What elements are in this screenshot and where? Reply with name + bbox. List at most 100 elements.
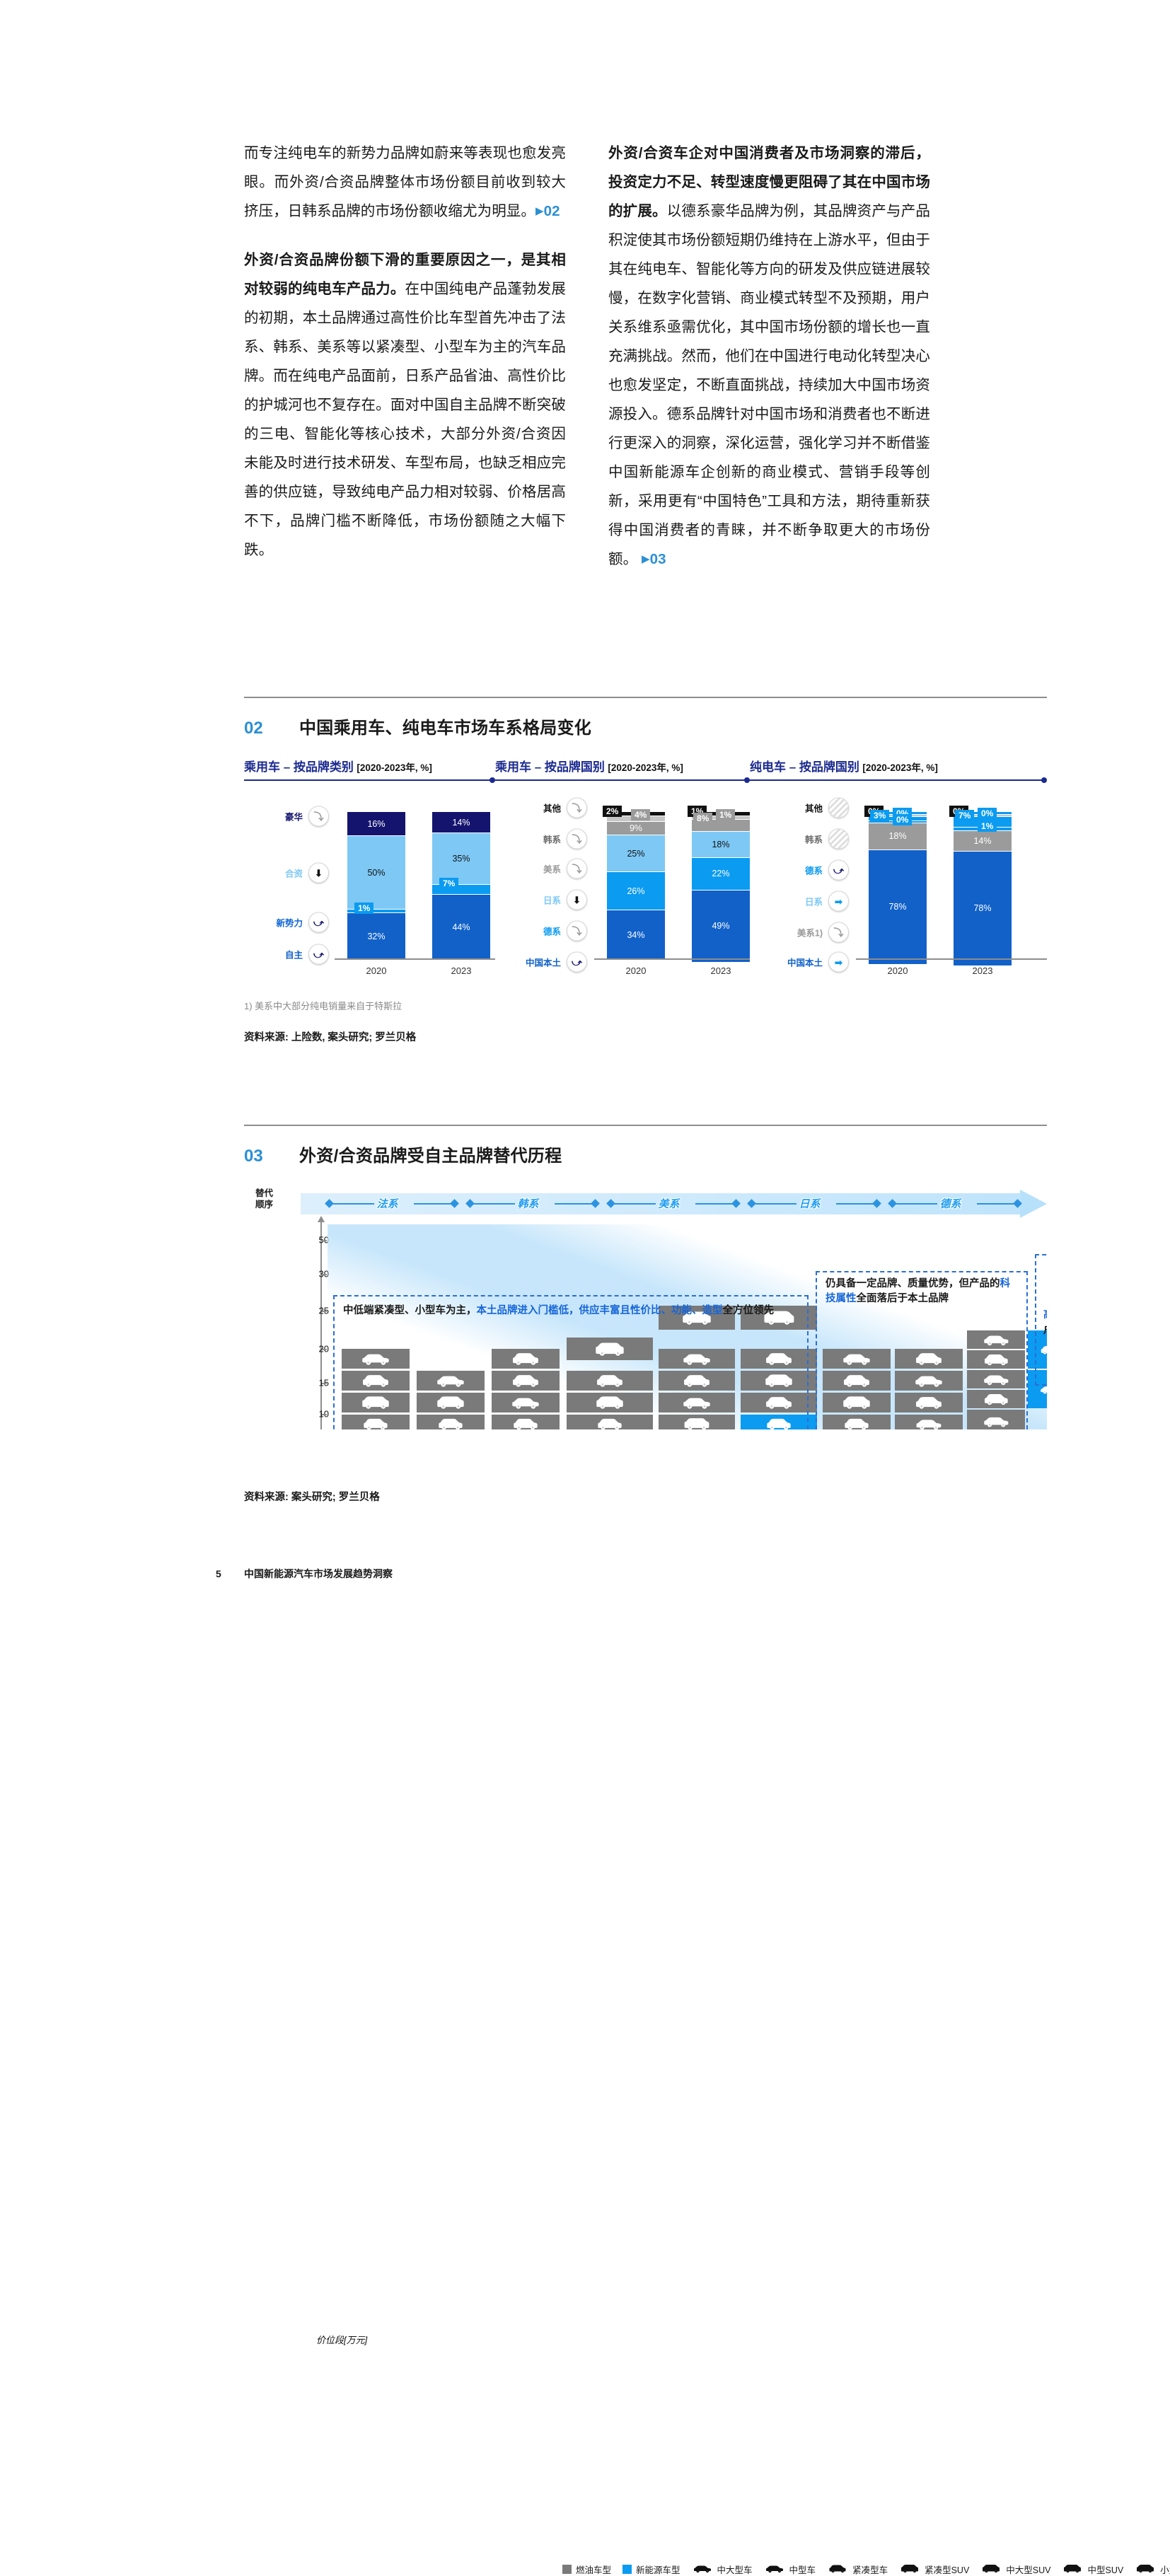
- legend-item-korean: 韩系 ⤵: [543, 828, 587, 849]
- exhibit-02-footnote: 1) 美系中大部分纯电销量来自于特斯拉: [244, 1001, 402, 1011]
- exhibit-02-rule: [244, 697, 1047, 698]
- legend-item-american: 美系 ⤵: [543, 858, 587, 879]
- suv-mid-icon: [1062, 2563, 1083, 2576]
- sequence-axis-label-line2: 顺序: [255, 1200, 274, 1209]
- legend-entry-label: 新能源车型: [636, 2565, 680, 2575]
- car-tile-ice: [823, 1393, 891, 1412]
- legend-label-other: 其他: [804, 803, 823, 814]
- y-tick-mark: [322, 1274, 327, 1275]
- page-number: 5: [216, 1568, 221, 1579]
- bar-segment-callout: 1%: [354, 903, 374, 914]
- paragraph-intro-text: 而专注纯电车的新势力品牌如蔚来等表现也愈发亮眼。而外资/合资品牌整体市场份额目前…: [244, 145, 566, 219]
- sequence-stage-1: 韩系: [517, 1198, 539, 1210]
- car-tile-ice: [741, 1393, 817, 1412]
- bar-segment-callout: 0%: [978, 808, 997, 819]
- sequence-stage-3: 日系: [799, 1198, 821, 1210]
- article-columns: 而专注纯电车的新势力品牌如蔚来等表现也愈发亮眼。而外资/合资品牌整体市场份额目前…: [244, 139, 934, 593]
- panel-1-underline: [244, 777, 495, 784]
- legend-label-domestic: 自主: [284, 950, 303, 961]
- panel-2-subtitle: [2020-2023年, %]: [608, 762, 683, 773]
- bar-segment-callout: 2%: [603, 806, 622, 817]
- bar-segment: 34%: [607, 910, 665, 960]
- arrow-down-right-icon: ⤵: [308, 806, 329, 827]
- panel-3-chart: 其他 韩系 德系 ⤻ 日系 ➡: [750, 795, 1047, 977]
- annotation-segment: 全面落后于本土品牌: [856, 1293, 949, 1304]
- panel-2-title: 乘用车 – 按品牌国别: [495, 760, 605, 774]
- legend-item-jointventure: 合资 ⬇: [284, 862, 329, 883]
- legend-label-japanese: 日系: [804, 897, 823, 907]
- exhibit-03-plot: 50 30 25 20 15 10 中低端紧凑型、小型车为主，本土品牌进入门槛低，供应丰富…: [301, 1216, 1047, 1429]
- y-tick-mark: [322, 1414, 327, 1415]
- legend-label-korean: 韩系: [804, 835, 823, 845]
- car-tile-ice: [823, 1415, 891, 1429]
- bar-2023: 14%78%0%0%7%1%: [949, 806, 1012, 965]
- car-tile-ice: [895, 1415, 963, 1429]
- panel-1-legend: 豪华 ⤵ 合资 ⬇ 新势力 ⤻ 自主 ⤻: [244, 795, 329, 977]
- sequence-connector: [554, 1203, 595, 1205]
- car-tile-ice: [895, 1349, 963, 1369]
- legend-item-other: 其他: [804, 797, 849, 818]
- swatch-gray-icon: [562, 2565, 572, 2574]
- sequence-connector: [615, 1203, 656, 1205]
- xlabel-2023: 2023: [451, 965, 472, 976]
- sequence-connector: [755, 1203, 797, 1205]
- xlabel-2020: 2020: [887, 965, 908, 976]
- legend-entry-label: 紧凑型车: [852, 2565, 888, 2575]
- arrow-right-icon: ➡: [828, 890, 849, 912]
- car-tile-ice: [567, 1338, 653, 1360]
- suv-large-icon: [980, 2563, 1002, 2576]
- bar-segment-value: 18%: [712, 839, 730, 849]
- sequence-arrowhead-icon: [1020, 1190, 1047, 1218]
- arrow-up-right-icon: ⤻: [308, 944, 329, 965]
- panel-passenger-by-country: 乘用车 – 按品牌国别 [2020-2023年, %] 其他 ⤵ 韩系 ⤵: [495, 757, 750, 977]
- bar-2023: 18% 22% 49% 1% 1% 8%: [688, 806, 750, 962]
- arrow-down-right-icon: ⤵: [828, 922, 849, 943]
- paragraph-foreign-brands-lead: 外资/合资车企对中国消费者及市场洞察的滞后，投资定力不足、转型速度慢更阻碍了其在…: [608, 145, 930, 219]
- car-tile-ice: [659, 1306, 735, 1330]
- bar-segment: 49%: [692, 889, 750, 962]
- car-tile-ice: [342, 1349, 410, 1369]
- exhibit-03-source: 资料来源: 案头研究; 罗兰贝格: [244, 1492, 380, 1503]
- annotation-segment: 中低端紧凑型、小型车为主，: [343, 1305, 477, 1316]
- panel-1-subtitle: [2020-2023年, %]: [357, 762, 432, 773]
- legend-entry-label: 中大型车: [717, 2565, 753, 2575]
- arrow-up-right-icon: ⤻: [828, 859, 849, 881]
- car-matrix: 中低端紧凑型、小型车为主，本土品牌进入门槛低，供应丰富且性价比、功能、造型全方位…: [328, 1224, 1047, 1429]
- paragraph-intro: 而专注纯电车的新势力品牌如蔚来等表现也愈发亮眼。而外资/合资品牌整体市场份额目前…: [244, 139, 566, 227]
- exhibit-ref-02[interactable]: ▶02: [535, 203, 560, 219]
- panel-bev-by-country: 纯电车 – 按品牌国别 [2020-2023年, %] 其他 韩系: [750, 757, 1047, 977]
- y-tick-mark: [322, 1383, 327, 1384]
- sequence-connector: [695, 1203, 736, 1205]
- bar-segment: 14%: [954, 830, 1012, 851]
- car-tile-ice: [567, 1415, 653, 1429]
- panel-2-underline: [495, 777, 750, 784]
- annotation-segment: 力冲击用户心智: [1043, 1309, 1047, 1335]
- car-tile-ice: [417, 1371, 485, 1391]
- legend-label-jointventure: 合资: [284, 869, 303, 879]
- exhibit-ref-03[interactable]: ▶03: [642, 551, 666, 567]
- right-column: 外资/合资车企对中国消费者及市场洞察的滞后，投资定力不足、转型速度慢更阻碍了其在…: [608, 139, 930, 593]
- legend-item-german: 德系 ⤻: [805, 859, 849, 881]
- bar-segment-value: 26%: [627, 886, 645, 896]
- bar-segment: 14%: [432, 812, 490, 833]
- legend-label-american: 美系1): [797, 928, 823, 939]
- car-tile-ice: [492, 1415, 560, 1429]
- panel-3-underline: [750, 777, 1047, 784]
- legend-item-chinese-local: 中国本土 ⤻: [526, 951, 587, 973]
- bar-segment-value: 22%: [712, 869, 730, 879]
- legend-item-luxury: 豪华 ⤵: [285, 806, 329, 827]
- bar-segment-value: 44%: [452, 922, 470, 932]
- sequence-axis-label-line1: 替代: [255, 1188, 274, 1198]
- exhibit-03-title: 外资/合资品牌受自主品牌替代历程: [299, 1147, 562, 1166]
- legend-item-german: 德系 ⤵: [543, 920, 587, 941]
- car-tile-ice: [967, 1370, 1025, 1388]
- bar-2020: 18%78%0%0%3%0%: [864, 806, 927, 964]
- bar-2023: 14% 35% 44% 7%: [432, 812, 490, 959]
- car-tile-ice: [967, 1410, 1025, 1429]
- sequence-connector: [976, 1203, 1017, 1205]
- car-tile-ice: [967, 1330, 1025, 1349]
- paragraph-product-power-lead: 外资/合资品牌份额下滑的重要原因之一，是其相对较弱的纯电车产品力。: [244, 252, 566, 297]
- bar-segment: 22%: [692, 857, 750, 890]
- xlabel-2020: 2020: [366, 965, 387, 976]
- bar-2020: 9% 25% 26% 34% 2% 4%: [603, 806, 665, 960]
